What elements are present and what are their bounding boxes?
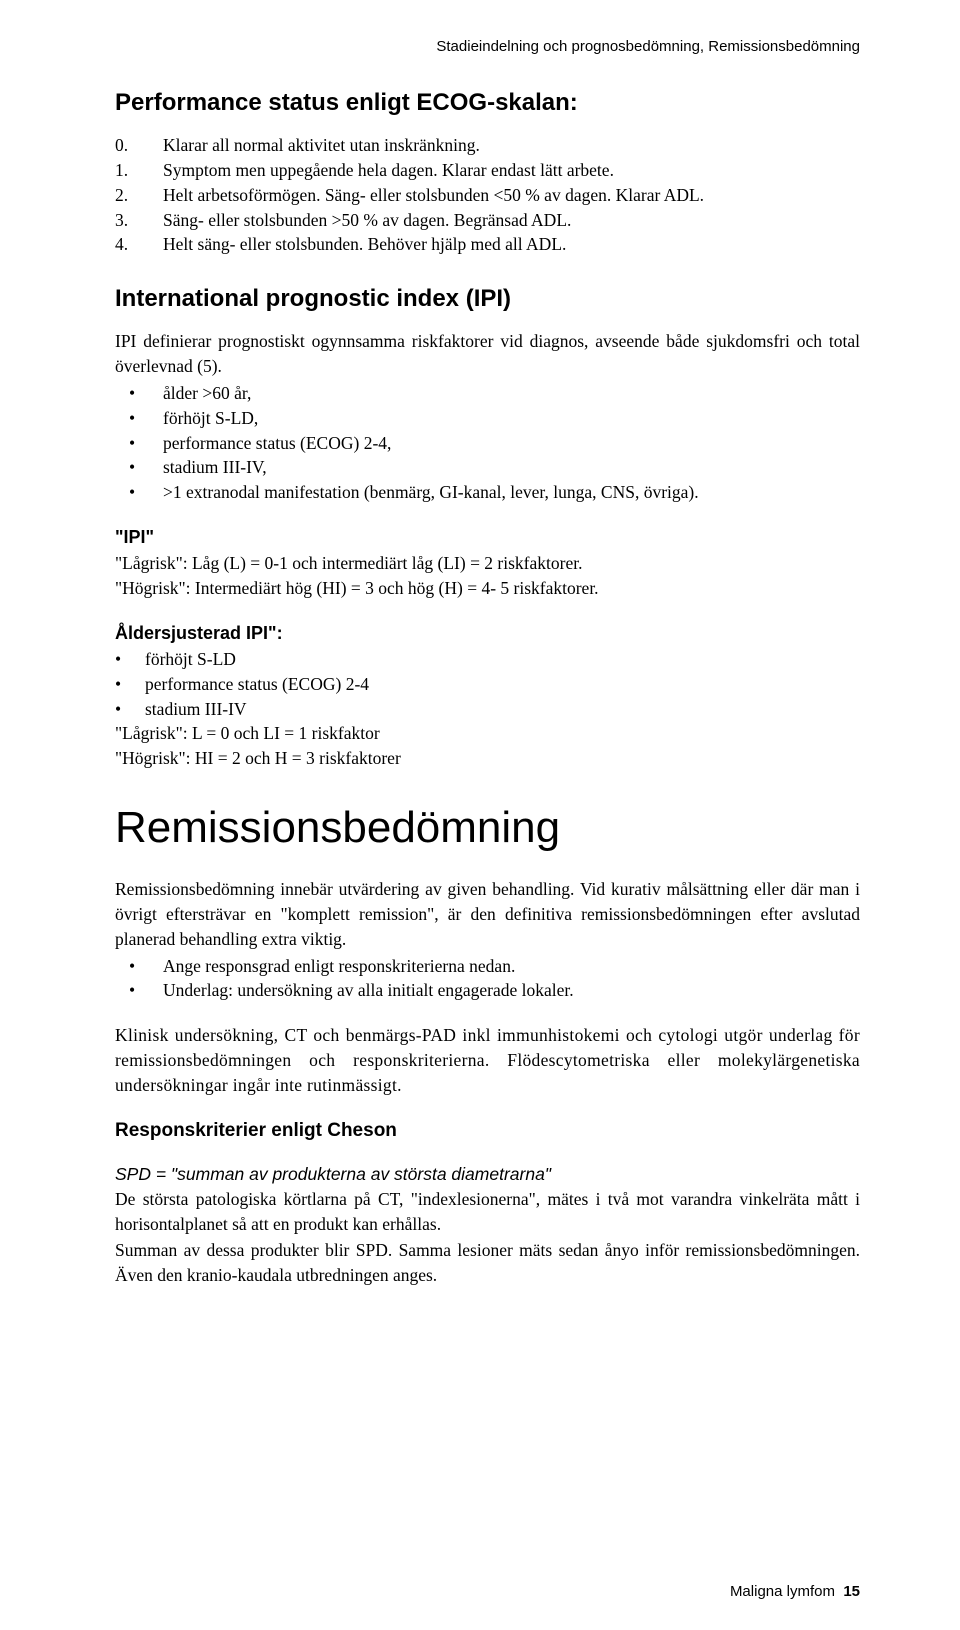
- list-item: 2.Helt arbetsoförmögen. Säng- eller stol…: [115, 183, 860, 208]
- list-text: Symptom men uppegående hela dagen. Klara…: [163, 158, 614, 183]
- list-item: •Ange responsgrad enligt responskriterie…: [115, 954, 860, 979]
- alders-line: "Högrisk": HI = 2 och H = 3 riskfaktorer: [115, 746, 860, 771]
- bullet-icon: •: [115, 381, 163, 406]
- list-text: Underlag: undersökning av alla initialt …: [163, 978, 574, 1003]
- list-text: Helt säng- eller stolsbunden. Behöver hj…: [163, 232, 566, 257]
- list-item: 0.Klarar all normal aktivitet utan inskr…: [115, 133, 860, 158]
- remission-para2: Klinisk undersökning, CT och benmärgs-PA…: [115, 1023, 860, 1098]
- bullet-icon: •: [115, 672, 145, 697]
- list-item: •stadium III-IV,: [115, 455, 860, 480]
- section-title-remission: Remissionsbedömning: [115, 803, 860, 853]
- bullet-icon: •: [115, 647, 145, 672]
- list-text: Säng- eller stolsbunden >50 % av dagen. …: [163, 208, 571, 233]
- section-title-ecog: Performance status enligt ECOG-skalan:: [115, 89, 860, 117]
- list-number: 4.: [115, 232, 163, 257]
- bullet-icon: •: [115, 455, 163, 480]
- page-number: 15: [843, 1583, 860, 1600]
- ipi-label: "IPI": [115, 527, 860, 548]
- spd-definition: SPD = "summan av produkterna av största …: [115, 1164, 860, 1185]
- list-item: •stadium III-IV: [115, 697, 860, 722]
- ipi-intro: IPI definierar prognostiskt ogynnsamma r…: [115, 329, 860, 379]
- bullet-icon: •: [115, 431, 163, 456]
- ipi-line: "Lågrisk": Låg (L) = 0-1 och intermediär…: [115, 551, 860, 576]
- list-text: stadium III-IV,: [163, 455, 267, 480]
- remission-bullets: •Ange responsgrad enligt responskriterie…: [115, 954, 860, 1004]
- list-text: Ange responsgrad enligt responskriterier…: [163, 954, 515, 979]
- alders-line: "Lågrisk": L = 0 och LI = 1 riskfaktor: [115, 721, 860, 746]
- ipi-bullets: •ålder >60 år, •förhöjt S-LD, •performan…: [115, 381, 860, 505]
- section-title-respons: Responskriterier enligt Cheson: [115, 1120, 860, 1142]
- list-item: •performance status (ECOG) 2-4,: [115, 431, 860, 456]
- bullet-icon: •: [115, 406, 163, 431]
- list-item: •förhöjt S-LD: [115, 647, 860, 672]
- list-text: Helt arbetsoförmögen. Säng- eller stolsb…: [163, 183, 704, 208]
- list-text: förhöjt S-LD,: [163, 406, 258, 431]
- section-title-ipi: International prognostic index (IPI): [115, 285, 860, 313]
- ecog-list: 0.Klarar all normal aktivitet utan inskr…: [115, 133, 860, 257]
- list-item: 4.Helt säng- eller stolsbunden. Behöver …: [115, 232, 860, 257]
- list-item: •performance status (ECOG) 2-4: [115, 672, 860, 697]
- respons-para: De största patologiska körtlarna på CT, …: [115, 1187, 860, 1237]
- list-text: performance status (ECOG) 2-4: [145, 672, 369, 697]
- list-number: 3.: [115, 208, 163, 233]
- list-item: 3.Säng- eller stolsbunden >50 % av dagen…: [115, 208, 860, 233]
- footer-text: Maligna lymfom: [730, 1583, 835, 1600]
- list-text: >1 extranodal manifestation (benmärg, GI…: [163, 480, 699, 505]
- ipi-block: "Lågrisk": Låg (L) = 0-1 och intermediär…: [115, 551, 860, 601]
- page-footer: Maligna lymfom 15: [730, 1583, 860, 1600]
- list-number: 1.: [115, 158, 163, 183]
- bullet-icon: •: [115, 978, 163, 1003]
- list-item: •Underlag: undersökning av alla initialt…: [115, 978, 860, 1003]
- list-text: performance status (ECOG) 2-4,: [163, 431, 391, 456]
- respons-para2: Summan av dessa produkter blir SPD. Samm…: [115, 1238, 860, 1288]
- list-item: 1.Symptom men uppegående hela dagen. Kla…: [115, 158, 860, 183]
- bullet-icon: •: [115, 480, 163, 505]
- remission-para: Remissionsbedömning innebär utvärdering …: [115, 877, 860, 952]
- list-text: ålder >60 år,: [163, 381, 251, 406]
- list-item: •>1 extranodal manifestation (benmärg, G…: [115, 480, 860, 505]
- list-number: 0.: [115, 133, 163, 158]
- list-number: 2.: [115, 183, 163, 208]
- list-text: stadium III-IV: [145, 697, 247, 722]
- list-item: •ålder >60 år,: [115, 381, 860, 406]
- alders-label: Åldersjusterad IPI":: [115, 623, 860, 644]
- list-text: förhöjt S-LD: [145, 647, 236, 672]
- bullet-icon: •: [115, 954, 163, 979]
- running-header: Stadieindelning och prognosbedömning, Re…: [115, 38, 860, 55]
- list-item: •förhöjt S-LD,: [115, 406, 860, 431]
- alders-bullets: •förhöjt S-LD •performance status (ECOG)…: [115, 647, 860, 722]
- bullet-icon: •: [115, 697, 145, 722]
- alders-block: "Lågrisk": L = 0 och LI = 1 riskfaktor "…: [115, 721, 860, 771]
- list-text: Klarar all normal aktivitet utan inskrän…: [163, 133, 480, 158]
- ipi-line: "Högrisk": Intermediärt hög (HI) = 3 och…: [115, 576, 860, 601]
